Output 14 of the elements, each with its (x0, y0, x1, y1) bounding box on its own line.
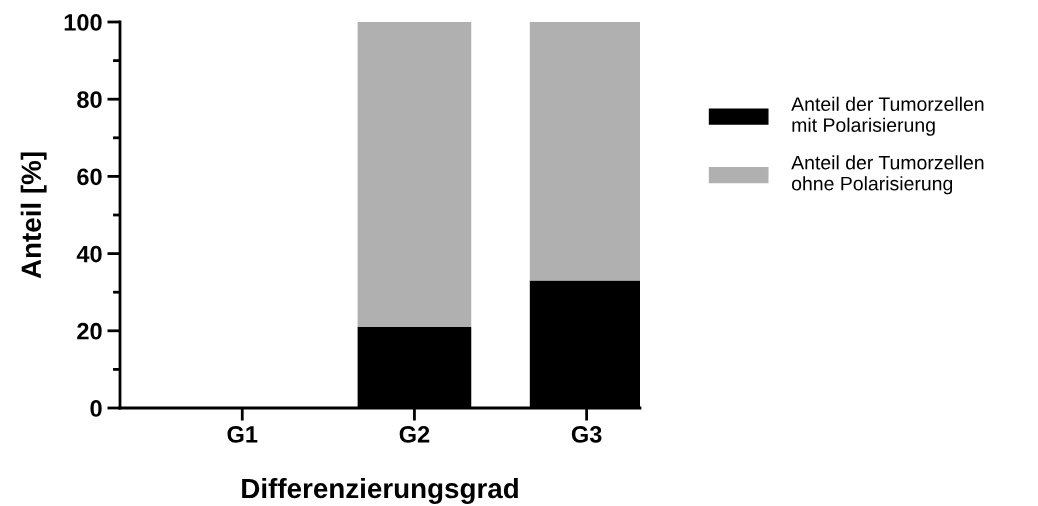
y-tick-label: 0 (90, 400, 102, 417)
x-tick-label: G3 (571, 425, 602, 443)
y-axis-title: Anteil [%] (20, 152, 47, 279)
y-tick-label: 40 (76, 245, 102, 263)
legend-label: Anteil der Tumorzellen mit Polarisierung (791, 96, 984, 136)
x-tick-label: G2 (399, 425, 430, 443)
y-tick-label: 100 (64, 14, 102, 31)
x-tick-label: G1 (227, 425, 258, 443)
x-axis-title: Differenzierungsgrad (242, 477, 518, 504)
y-tick-label: 80 (77, 91, 102, 108)
y-tick-label: 20 (77, 322, 102, 340)
bar (357, 22, 472, 327)
y-tick-label: 60 (77, 168, 102, 186)
legend-label: Anteil der Tumorzellen ohne Polarisierung (791, 155, 984, 195)
